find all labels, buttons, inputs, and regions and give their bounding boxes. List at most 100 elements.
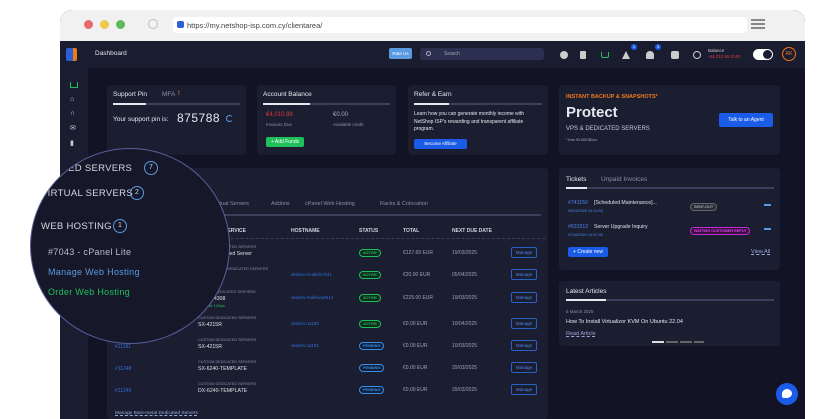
ticket-subject: [Scheduled Maintenance]... [594, 200, 657, 206]
hosting-service-item[interactable]: #7043 - cPanel Lite [48, 247, 132, 257]
service-id-link[interactable]: #11249 [115, 388, 132, 394]
talk-to-agent-button[interactable]: Talk to an Agent [719, 113, 773, 127]
balance-value: -€4,010.89 EUR [708, 54, 741, 59]
tab-services-1[interactable]: Virtual Servers [213, 201, 249, 207]
tab-services-2[interactable]: Addons [271, 201, 290, 207]
service-category: NETHERLANDS DEDICATED SERVERS [198, 267, 269, 271]
hostname-link[interactable]: dedisrv-11181 [291, 343, 319, 348]
arrow-right-icon[interactable] [764, 204, 771, 206]
close-dot[interactable] [84, 20, 93, 29]
menu-icon[interactable] [751, 19, 765, 29]
support-pin-card: Support Pin MFA ! Your support pin is: 8… [107, 85, 246, 155]
sidebar-mail-icon[interactable]: ✉ [70, 125, 76, 132]
article-headline[interactable]: How To Install Virtualizor KVM On Ubuntu… [566, 319, 683, 325]
manage-button[interactable]: Manage [511, 292, 537, 303]
support-pin-value: 875788 [177, 111, 221, 125]
chat-icon[interactable] [671, 51, 679, 59]
cart-icon[interactable] [601, 52, 609, 58]
status-badge: ACTIVE [359, 320, 381, 328]
column-header-status: STATUS [359, 228, 379, 234]
minimize-dot[interactable] [100, 20, 109, 29]
bell-icon[interactable] [646, 51, 654, 59]
view-all-link[interactable]: View All [751, 249, 771, 255]
become-affiliate-button[interactable]: Become Affiliate [414, 139, 467, 149]
invoices-due-value: €4,010.89 [266, 112, 293, 118]
manage-button[interactable]: Manage [511, 340, 537, 351]
manage-button[interactable]: Manage [511, 247, 537, 258]
tab-services-3[interactable]: cPanel Web Hosting [305, 201, 355, 207]
search-icon [426, 51, 431, 56]
service-total: €0.00 EUR [403, 387, 428, 393]
service-category: CUSTOM DEDICATED SERVERS [198, 360, 257, 364]
ticket-row[interactable]: #631512 Server Upgrade Inquiry 07/08/202… [559, 224, 780, 244]
alert-icon[interactable] [622, 51, 630, 59]
tab-services-4[interactable]: Racks & Colocation [380, 201, 428, 207]
rate-us-button[interactable]: Rate Us [389, 48, 412, 59]
sidebar-cart-icon[interactable] [70, 82, 78, 88]
logo-icon[interactable] [66, 48, 77, 61]
service-due-date: 19/03/2025 [452, 250, 478, 256]
table-row: #11249 CUSTOM DEDICATED SERVERS DX-6240-… [107, 379, 547, 401]
browser-window: https://my.netshop-isp.com.cy/clientarea… [60, 10, 805, 419]
invoice-icon[interactable] [580, 51, 586, 59]
web-hosting-label[interactable]: WEB HOSTING [41, 221, 112, 232]
service-id-link[interactable]: #11248 [115, 366, 132, 372]
sidebar-headset-icon[interactable]: ∩ [70, 110, 76, 117]
hostname-link[interactable]: dedisrv-rkallisvu8514 [291, 295, 334, 300]
manage-web-hosting-link[interactable]: Manage Web Hosting [48, 267, 140, 277]
balance-label: Balance [708, 48, 725, 53]
ticket-row[interactable]: #741150 [Scheduled Maintenance]... 05/03… [559, 200, 780, 220]
sidebar-home-icon[interactable]: ⌂ [70, 96, 75, 103]
refer-description: Learn how you can generate monthly incom… [414, 111, 525, 132]
manage-button[interactable]: Manage [511, 384, 537, 395]
carousel-dots[interactable] [652, 341, 704, 343]
tab-unpaid-invoices[interactable]: Unpaid Invoices [601, 176, 648, 183]
theme-toggle[interactable] [753, 49, 773, 60]
dedicated-servers-label[interactable]: DEDICATED SERVERS [30, 163, 133, 174]
address-bar[interactable]: https://my.netshop-isp.com.cy/clientarea… [173, 17, 747, 33]
ticket-id-link[interactable]: #631512 [568, 224, 589, 230]
service-id-link[interactable]: #11181 [115, 344, 131, 350]
create-ticket-button[interactable]: + Create new [568, 247, 608, 257]
alert-count-badge: 1 [631, 44, 637, 50]
ticket-id-link[interactable]: #741150 [568, 200, 588, 206]
hostname-link[interactable]: dedisrv-11180 [291, 321, 319, 326]
promo-note: * from €0.68/GB/mo. [566, 138, 598, 142]
service-category: CUSTOM DEDICATED SERVERS [198, 338, 257, 342]
manage-button[interactable]: Manage [511, 318, 537, 329]
arrow-right-icon[interactable] [764, 228, 771, 230]
sidebar-magnifier: DEDICATED SERVERS 7 VIRTUAL SERVERS 2 WE… [30, 148, 230, 344]
maximize-dot[interactable] [116, 20, 125, 29]
service-total: €0.00 EUR [403, 321, 428, 327]
upgrade-link[interactable]: Upgrade 1Gbps [198, 304, 225, 308]
service-total: €127.69 EUR [403, 250, 434, 256]
table-row: CUSTOM DEDICATED SERVERS SX-4215R dedisr… [107, 313, 547, 335]
order-web-hosting-link[interactable]: Order Web Hosting [48, 287, 130, 297]
tab-support-pin[interactable]: Support Pin [113, 91, 147, 98]
add-funds-button[interactable]: + Add Funds [266, 137, 304, 147]
support-icon[interactable] [560, 51, 568, 59]
chat-widget-button[interactable] [776, 383, 798, 405]
ticket-status-badge: SENT-OUT [690, 203, 718, 211]
promo-subtitle: VPS & DEDICATED SERVERS [566, 126, 650, 132]
dedicated-count-badge: 7 [144, 161, 158, 175]
search-input[interactable]: Search [420, 48, 544, 60]
avatar[interactable]: RK [782, 47, 796, 61]
tab-tickets[interactable]: Tickets [566, 176, 587, 183]
hostname-link[interactable]: dedisrv-ricallids7541 [291, 272, 333, 277]
reload-icon[interactable] [148, 19, 158, 29]
refresh-icon[interactable] [226, 115, 233, 122]
sidebar-document-icon[interactable]: ▮ [70, 140, 74, 147]
column-header-total: TOTAL [403, 228, 420, 234]
latest-articles-card: Latest Articles 5 March 2025 How To Inst… [559, 281, 780, 346]
read-article-link[interactable]: Read Article [566, 331, 596, 337]
tab-mfa[interactable]: MFA [162, 91, 176, 98]
manage-button[interactable]: Manage [511, 269, 537, 280]
virtual-servers-label[interactable]: VIRTUAL SERVERS [41, 188, 133, 199]
support-pin-label: Your support pin is: [113, 116, 169, 123]
status-badge: ACTIVE [359, 249, 381, 257]
refer-earn-card: Refer & Earn Learn how you can generate … [408, 85, 548, 155]
service-due-date: 19/03/2025 [452, 295, 478, 301]
manage-button[interactable]: Manage [511, 362, 537, 373]
manage-dedicated-link[interactable]: Manage Bare-metal Dedicated Servers [115, 411, 198, 416]
